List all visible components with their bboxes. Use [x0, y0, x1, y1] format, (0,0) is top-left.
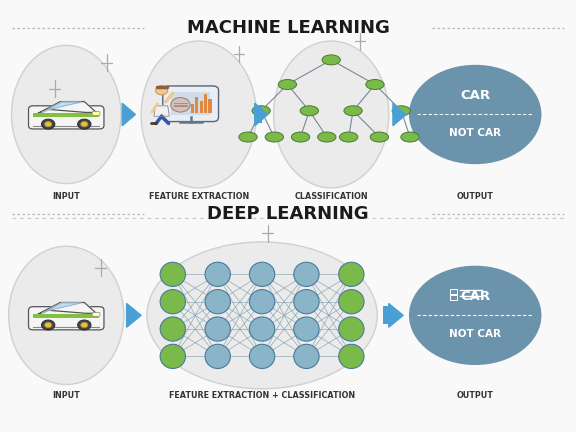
Polygon shape: [122, 103, 135, 126]
Ellipse shape: [141, 41, 256, 188]
Ellipse shape: [205, 289, 230, 314]
Circle shape: [409, 65, 541, 164]
Polygon shape: [42, 303, 81, 313]
Polygon shape: [37, 302, 96, 314]
Circle shape: [41, 320, 55, 330]
Ellipse shape: [205, 344, 230, 368]
Circle shape: [156, 86, 168, 95]
Circle shape: [41, 119, 55, 129]
Ellipse shape: [318, 132, 336, 142]
FancyBboxPatch shape: [255, 106, 262, 123]
FancyBboxPatch shape: [122, 106, 124, 123]
FancyBboxPatch shape: [33, 113, 99, 117]
FancyBboxPatch shape: [29, 307, 104, 330]
FancyBboxPatch shape: [29, 106, 104, 129]
Ellipse shape: [294, 262, 319, 286]
Text: NOT CAR: NOT CAR: [449, 329, 501, 339]
Bar: [204, 94, 207, 113]
Circle shape: [44, 121, 52, 127]
Text: CAR: CAR: [460, 290, 490, 303]
Polygon shape: [127, 303, 141, 327]
Ellipse shape: [12, 45, 121, 184]
Circle shape: [170, 98, 190, 112]
Ellipse shape: [401, 132, 419, 142]
Text: NOT CAR: NOT CAR: [449, 128, 501, 138]
Ellipse shape: [249, 344, 275, 368]
Ellipse shape: [294, 289, 319, 314]
Ellipse shape: [278, 79, 297, 89]
Ellipse shape: [370, 132, 388, 142]
FancyBboxPatch shape: [92, 111, 100, 115]
Ellipse shape: [249, 289, 275, 314]
Ellipse shape: [300, 106, 319, 116]
Circle shape: [78, 119, 91, 129]
FancyBboxPatch shape: [92, 312, 100, 316]
Text: INPUT: INPUT: [52, 192, 80, 201]
Text: INPUT: INPUT: [52, 391, 80, 400]
Text: CLASSIFICATION: CLASSIFICATION: [294, 192, 368, 201]
Polygon shape: [389, 303, 403, 327]
FancyBboxPatch shape: [393, 106, 395, 123]
Ellipse shape: [339, 317, 364, 341]
Bar: [191, 105, 194, 113]
Text: OUTPUT: OUTPUT: [457, 391, 494, 400]
Polygon shape: [37, 102, 96, 114]
Ellipse shape: [366, 79, 384, 89]
Ellipse shape: [9, 246, 124, 384]
Ellipse shape: [392, 106, 410, 116]
Circle shape: [81, 322, 88, 328]
Ellipse shape: [160, 262, 185, 286]
Ellipse shape: [339, 289, 364, 314]
Text: OUTPUT: OUTPUT: [457, 192, 494, 201]
Bar: [195, 97, 198, 113]
Ellipse shape: [294, 344, 319, 368]
Ellipse shape: [274, 41, 389, 188]
Ellipse shape: [239, 132, 257, 142]
Text: FEATURE EXTRACTION + CLASSIFICATION: FEATURE EXTRACTION + CLASSIFICATION: [169, 391, 355, 400]
Ellipse shape: [160, 317, 185, 341]
Ellipse shape: [160, 289, 185, 314]
FancyBboxPatch shape: [171, 92, 210, 115]
Ellipse shape: [160, 344, 185, 368]
Bar: [209, 98, 211, 113]
Ellipse shape: [294, 317, 319, 341]
Text: DEEP LEARNING: DEEP LEARNING: [207, 205, 369, 223]
Polygon shape: [154, 106, 169, 116]
Text: CAR: CAR: [460, 89, 490, 102]
Ellipse shape: [205, 317, 230, 341]
Circle shape: [81, 121, 88, 127]
Polygon shape: [42, 102, 81, 112]
Ellipse shape: [339, 344, 364, 368]
Circle shape: [78, 320, 91, 330]
Ellipse shape: [322, 55, 340, 65]
Text: MACHINE LEARNING: MACHINE LEARNING: [187, 19, 389, 37]
Ellipse shape: [344, 106, 362, 116]
FancyBboxPatch shape: [383, 306, 389, 324]
Polygon shape: [255, 103, 268, 126]
Ellipse shape: [265, 132, 283, 142]
Circle shape: [44, 322, 52, 328]
Ellipse shape: [147, 242, 377, 389]
Ellipse shape: [252, 106, 270, 116]
Ellipse shape: [249, 262, 275, 286]
FancyBboxPatch shape: [33, 314, 99, 318]
Ellipse shape: [249, 317, 275, 341]
Ellipse shape: [205, 262, 230, 286]
Text: FEATURE EXTRACTION: FEATURE EXTRACTION: [149, 192, 249, 201]
Ellipse shape: [291, 132, 310, 142]
FancyBboxPatch shape: [163, 86, 218, 121]
Ellipse shape: [340, 132, 358, 142]
Circle shape: [409, 266, 541, 365]
Bar: [199, 101, 203, 113]
Polygon shape: [393, 103, 406, 126]
Ellipse shape: [339, 262, 364, 286]
